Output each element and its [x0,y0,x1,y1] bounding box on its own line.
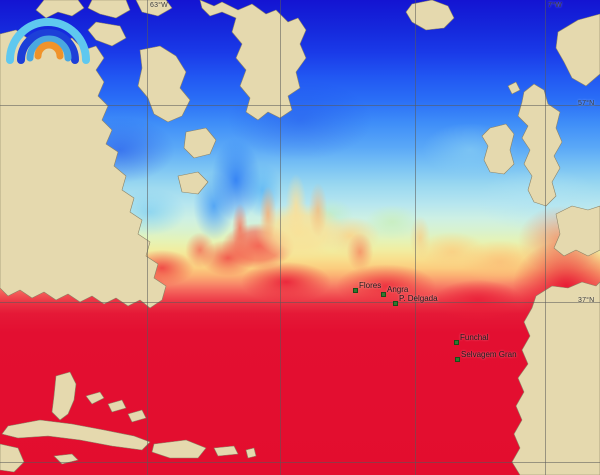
land-lesser-antilles [245,447,257,459]
land-great-britain [517,83,563,207]
latitude-label-57n: 57°N [578,100,595,107]
logo-arc-darkblue [17,29,79,64]
place-marker-angra[interactable] [381,292,386,297]
latitude-label-37n: 37°N [578,297,595,304]
land-bahamas-a [85,391,105,405]
land-yucatan [0,443,25,473]
rainbow-arc-logo[interactable] [4,2,96,64]
graticule-longitude-c [415,0,416,475]
land-hispaniola [151,439,207,459]
place-marker-selvagem-grande[interactable] [455,357,460,362]
land-puerto-rico [213,445,239,457]
place-marker-funchal[interactable] [454,340,459,345]
land-labrador [137,45,191,123]
land-iberia-africa [511,281,600,475]
logo-arc-outer-lightblue [6,18,90,64]
land-western-europe [553,205,600,257]
place-label-ponta-delgada: P. Delgada [399,294,438,303]
graticule-longitude-b [280,0,281,475]
land-nova-scotia [177,171,209,195]
place-marker-ponta-delgada[interactable] [393,301,398,306]
longitude-label-7w: 7°W [548,2,562,9]
land-scandinavia [555,13,600,87]
longitude-label-63w: 63°W [150,2,168,9]
land-bahamas-c [127,409,147,423]
logo-arc-orange [34,41,64,60]
graticule-latitude-37n [0,302,600,303]
place-label-angra: Angra [387,285,409,294]
land-arctic-islands-a [35,0,85,19]
place-label-selvagem-grande: Selvagem Gran [461,350,517,359]
land-iceland [405,0,455,31]
land-hebrides [507,81,521,95]
land-florida [51,371,77,421]
land-jamaica [53,453,79,465]
graticule-longitude-7w [545,0,546,475]
place-marker-flores[interactable] [353,288,358,293]
logo-arc-midblue [26,35,72,62]
graticule-latitude-57n [0,105,600,106]
land-newfoundland [183,127,217,159]
land-north-america [0,29,167,309]
land-bahamas-b [107,399,127,413]
land-baffin-fragment [87,21,127,47]
land-cuba [1,419,151,451]
land-ireland [481,123,515,175]
graticule-latitude-c [0,462,600,463]
graticule-longitude-63w [147,0,148,475]
place-label-funchal: Funchal [460,333,489,342]
land-arctic-islands-c [135,0,173,17]
place-label-flores: Flores [359,281,382,290]
land-greenland [199,0,307,121]
land-arctic-islands-b [87,0,131,19]
